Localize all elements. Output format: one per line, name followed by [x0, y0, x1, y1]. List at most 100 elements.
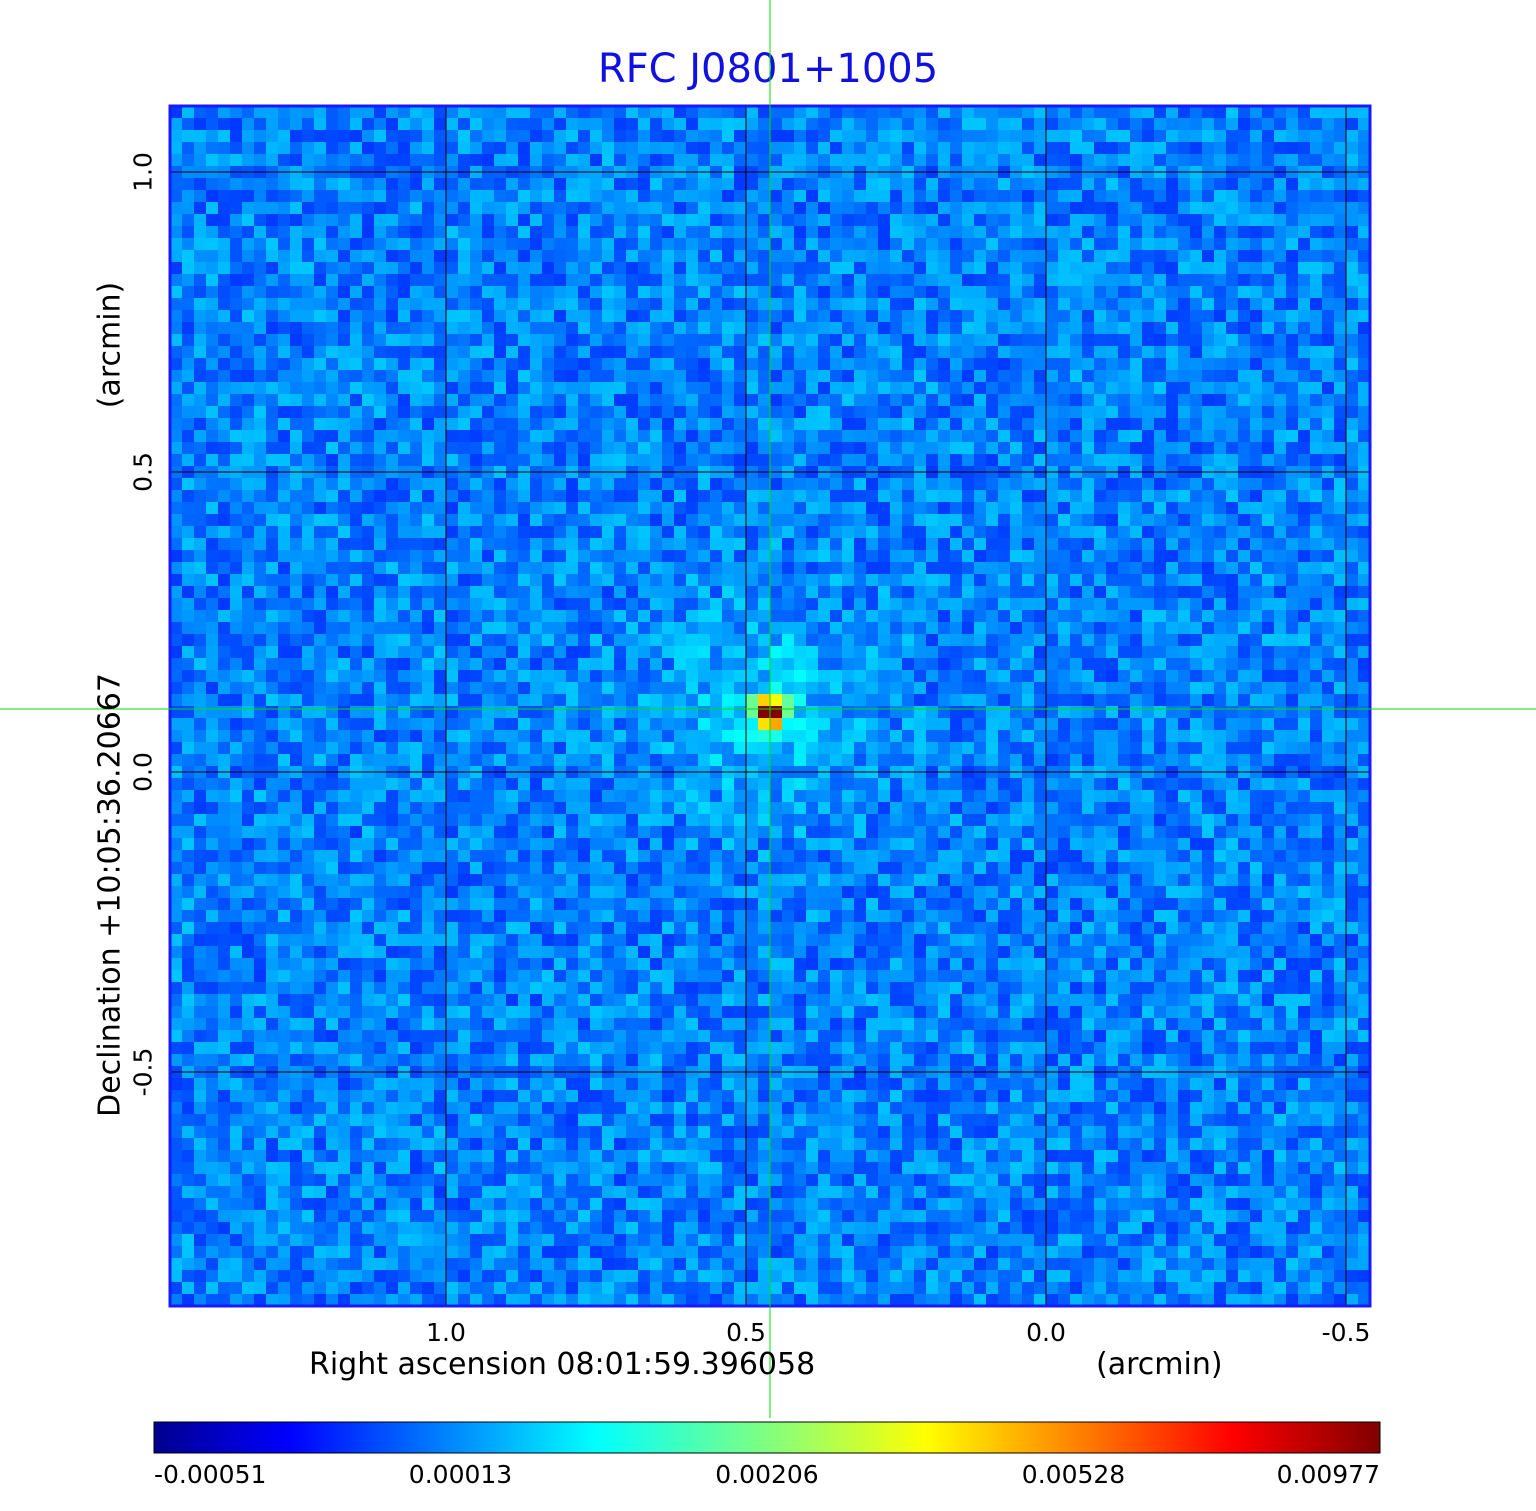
heatmap-cell [758, 142, 771, 155]
heatmap-cell [446, 118, 459, 131]
heatmap-cell [674, 142, 687, 155]
heatmap-cell [1022, 130, 1035, 143]
heatmap-cell [950, 238, 963, 251]
heatmap-cell [962, 670, 975, 683]
heatmap-cell [1094, 622, 1107, 635]
heatmap-cell [1142, 442, 1155, 455]
heatmap-cell [974, 490, 987, 503]
heatmap-cell [170, 550, 183, 563]
heatmap-cell [242, 154, 255, 167]
heatmap-cell [1202, 178, 1215, 191]
heatmap-cell [1166, 142, 1179, 155]
heatmap-cell [674, 454, 687, 467]
heatmap-cell [1190, 658, 1203, 671]
heatmap-cell [350, 106, 363, 119]
heatmap-cell [1310, 394, 1323, 407]
heatmap-cell [1082, 178, 1095, 191]
heatmap-cell [782, 538, 795, 551]
heatmap-cell [1106, 394, 1119, 407]
heatmap-cell [902, 634, 915, 647]
heatmap-cell [218, 226, 231, 239]
heatmap-cell [206, 370, 219, 383]
heatmap-cell [662, 502, 675, 515]
heatmap-cell [1262, 526, 1275, 539]
heatmap-cell [626, 274, 639, 287]
heatmap-cell [674, 478, 687, 491]
heatmap-cell [506, 178, 519, 191]
heatmap-cell [1202, 382, 1215, 395]
heatmap-cell [1286, 310, 1299, 323]
heatmap-cell [914, 334, 927, 347]
heatmap-cell [1262, 238, 1275, 251]
heatmap-cell [182, 154, 195, 167]
heatmap-cell [650, 658, 663, 671]
heatmap-cell [638, 250, 651, 263]
heatmap-cell [266, 154, 279, 167]
heatmap-cell [866, 478, 879, 491]
heatmap-cell [1190, 502, 1203, 515]
heatmap-cell [206, 526, 219, 539]
heatmap-cell [410, 418, 423, 431]
heatmap-cell [830, 154, 843, 167]
heatmap-cell [326, 118, 339, 131]
heatmap-cell [1022, 514, 1035, 527]
heatmap-cell [866, 550, 879, 563]
heatmap-cell [782, 490, 795, 503]
heatmap-cell [350, 202, 363, 215]
heatmap-cell [1046, 538, 1059, 551]
heatmap-cell [1274, 274, 1287, 287]
heatmap-cell [458, 526, 471, 539]
heatmap-cell [182, 214, 195, 227]
heatmap-cell [182, 190, 195, 203]
heatmap-cell [746, 274, 759, 287]
heatmap-cell [998, 106, 1011, 119]
heatmap-cell [386, 682, 399, 695]
heatmap-cell [602, 250, 615, 263]
heatmap-cell [1262, 142, 1275, 155]
heatmap-cell [566, 286, 579, 299]
heatmap-cell [914, 202, 927, 215]
heatmap-cell [194, 598, 207, 611]
heatmap-cell [878, 622, 891, 635]
heatmap-cell [842, 334, 855, 347]
heatmap-cell [1178, 454, 1191, 467]
heatmap-cell [1022, 538, 1035, 551]
heatmap-cell [410, 106, 423, 119]
heatmap-cell [1298, 586, 1311, 599]
heatmap-cell [986, 274, 999, 287]
heatmap-cell [830, 502, 843, 515]
heatmap-cell [1094, 514, 1107, 527]
heatmap-cell [506, 502, 519, 515]
heatmap-cell [1310, 238, 1323, 251]
heatmap-cell [866, 382, 879, 395]
heatmap-cell [878, 562, 891, 575]
heatmap-cell [998, 406, 1011, 419]
heatmap-cell [458, 250, 471, 263]
heatmap-cell [842, 538, 855, 551]
heatmap-cell [986, 214, 999, 227]
heatmap-cell [278, 358, 291, 371]
heatmap-cell [302, 238, 315, 251]
heatmap-cell [542, 358, 555, 371]
heatmap-cell [794, 298, 807, 311]
heatmap-cell [578, 382, 591, 395]
heatmap-cell [830, 610, 843, 623]
heatmap-cell [1310, 262, 1323, 275]
heatmap-cell [770, 574, 783, 587]
heatmap-cell [902, 250, 915, 263]
heatmap-cell [866, 346, 879, 359]
heatmap-cell [1022, 334, 1035, 347]
heatmap-cell [206, 430, 219, 443]
heatmap-cell [254, 238, 267, 251]
heatmap-cell [1154, 526, 1167, 539]
heatmap-cell [902, 370, 915, 383]
heatmap-cell [602, 286, 615, 299]
heatmap-cell [806, 658, 819, 671]
heatmap-cell [914, 490, 927, 503]
heatmap-cell [1010, 442, 1023, 455]
heatmap-cell [974, 190, 987, 203]
heatmap-cell [914, 238, 927, 251]
heatmap-cell [230, 490, 243, 503]
heatmap-cell [1106, 454, 1119, 467]
heatmap-cell [482, 250, 495, 263]
